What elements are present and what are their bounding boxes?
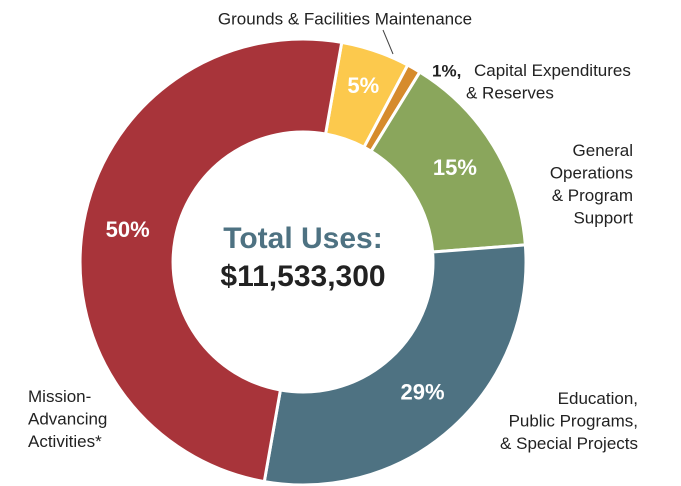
center-value: $11,533,300 xyxy=(220,260,385,293)
value-label: 5% xyxy=(347,73,379,98)
center-title: Total Uses: xyxy=(223,222,382,255)
category-label: General Operations & Program Support xyxy=(550,141,633,228)
value-label: 29% xyxy=(401,380,445,405)
slice xyxy=(78,37,344,484)
value-label: 50% xyxy=(106,217,150,242)
category-label: Education, Public Programs, & Special Proj… xyxy=(500,389,638,453)
slice xyxy=(262,243,528,486)
value-label: 15% xyxy=(433,155,477,180)
category-label: Capital Expenditures & Reserves xyxy=(466,61,631,103)
category-label: Mission-Advancing Activities* xyxy=(28,387,107,451)
category-label: Grounds & Facilities Maintenance xyxy=(218,9,472,28)
leader-line xyxy=(382,29,394,55)
value-label: 1%, xyxy=(432,61,461,80)
